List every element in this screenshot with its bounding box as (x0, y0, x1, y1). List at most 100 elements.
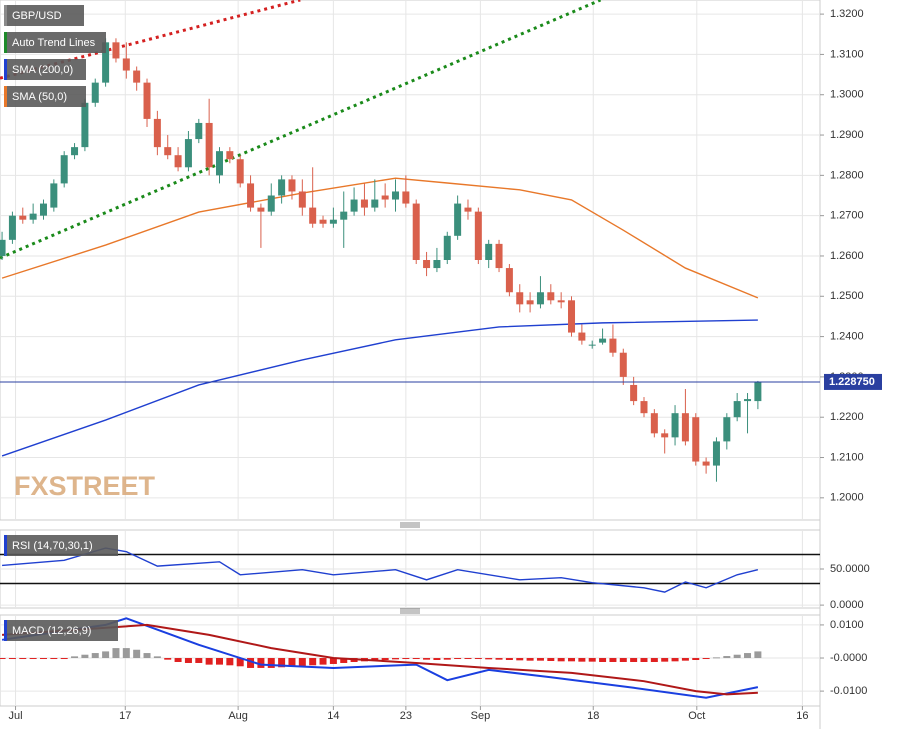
legend-label: Auto Trend Lines (12, 37, 96, 49)
histogram-bar (298, 658, 306, 666)
histogram-bar (195, 658, 203, 663)
candle-body (733, 401, 741, 418)
x-tick-label: 14 (327, 710, 339, 722)
histogram-bar (454, 658, 462, 660)
histogram-bar (122, 648, 130, 659)
candle-body (71, 147, 79, 156)
histogram-bar (516, 658, 524, 661)
histogram-bar (247, 658, 255, 668)
legend-box (4, 59, 86, 80)
histogram-bar (464, 658, 472, 660)
histogram-bar (153, 656, 161, 659)
candle-body (640, 401, 648, 414)
candle-body (485, 243, 493, 260)
histogram-bar (340, 658, 348, 663)
resize-grip[interactable] (400, 608, 420, 614)
candle-body (744, 399, 752, 402)
histogram-bar (0, 658, 6, 660)
histogram-bar (423, 658, 431, 660)
candle-body (278, 179, 286, 196)
candle-body (226, 151, 234, 160)
histogram-bar (661, 658, 669, 662)
candle-body (133, 70, 141, 83)
candle-body (547, 292, 555, 301)
histogram-bar (609, 658, 617, 662)
legend-box (4, 5, 84, 26)
histogram-bar (588, 658, 596, 662)
candle-body (650, 413, 658, 434)
candle-body (692, 417, 700, 462)
candle-body (516, 292, 524, 305)
candle-body (474, 211, 482, 260)
candle-body (298, 191, 306, 208)
x-tick-label: Sep (471, 710, 491, 722)
y-tick-label: 1.2700 (830, 210, 864, 222)
y-tick-label: 1.2200 (830, 411, 864, 423)
y-tick-label: 0.0000 (830, 599, 864, 611)
y-tick-label: -0.0100 (830, 685, 867, 697)
candle-body (557, 300, 565, 303)
candle-body (433, 260, 441, 269)
candle-body (568, 300, 576, 333)
histogram-bar (619, 658, 627, 662)
candle-body (671, 413, 679, 438)
candle-body (122, 58, 130, 71)
candle-body (174, 155, 182, 168)
candle-body (412, 203, 420, 260)
candle-body (288, 179, 296, 192)
histogram-bar (536, 658, 544, 661)
legend-label: SMA (50,0) (12, 91, 67, 103)
histogram-bar (557, 658, 565, 662)
histogram-bar (205, 658, 213, 665)
legend-label: SMA (200,0) (12, 64, 73, 76)
plot-area (0, 615, 820, 706)
candle-body (464, 207, 472, 212)
histogram-bar (433, 658, 441, 661)
histogram-bar (650, 658, 658, 662)
plot-area (0, 0, 820, 520)
histogram-bar (29, 658, 37, 660)
legend-swatch (4, 32, 7, 53)
plot-area (0, 530, 820, 608)
histogram-bar (443, 658, 451, 660)
candle-body (588, 344, 596, 346)
histogram-bar (505, 658, 513, 661)
y-tick-label: 0.0100 (830, 619, 864, 631)
legend-label: RSI (14,70,30,1) (12, 540, 93, 552)
histogram-bar (640, 658, 648, 662)
y-tick-label: -0.0000 (830, 652, 867, 664)
resize-grip[interactable] (400, 522, 420, 528)
candle-body (60, 155, 68, 184)
sma-line (1, 319, 758, 457)
candle-body (112, 42, 120, 59)
candle-body (205, 122, 213, 168)
candle-body (153, 118, 161, 148)
histogram-bar (671, 658, 679, 662)
histogram-bar (485, 658, 493, 660)
histogram-bar (278, 658, 286, 668)
candle-body (578, 332, 586, 341)
candle-body (340, 211, 348, 220)
histogram-bar (215, 658, 223, 665)
histogram-bar (681, 658, 689, 661)
candle-body (505, 268, 513, 293)
histogram-bar (91, 653, 99, 659)
legend-swatch (4, 620, 7, 641)
x-tick-label: Jul (8, 710, 22, 722)
candle-body (599, 338, 607, 343)
histogram-bar (568, 658, 576, 662)
y-tick-label: 1.3000 (830, 89, 864, 101)
histogram-bar (578, 658, 586, 662)
histogram-bar (754, 651, 762, 659)
histogram-bar (599, 658, 607, 662)
histogram-bar (381, 658, 389, 661)
last-price-label: 1.228750 (829, 376, 875, 388)
histogram-bar (309, 658, 317, 666)
histogram-bar (733, 654, 741, 659)
last-price-box (824, 373, 882, 390)
histogram-bar (50, 658, 58, 660)
candle-body (164, 147, 172, 156)
candle-body (0, 239, 6, 256)
legend-label: GBP/USD (12, 10, 62, 22)
legend-box (4, 620, 118, 641)
